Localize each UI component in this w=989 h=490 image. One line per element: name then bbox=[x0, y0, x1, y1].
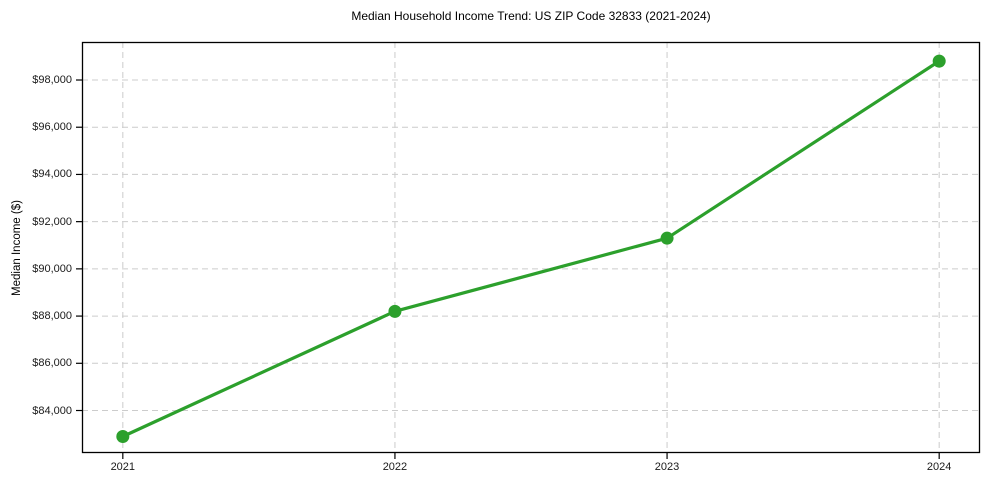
y-tick-label: $84,000 bbox=[32, 404, 72, 417]
plot-area bbox=[76, 41, 981, 459]
x-tick-label: 2023 bbox=[654, 461, 680, 473]
y-tick-label: $90,000 bbox=[32, 262, 72, 275]
y-tick-label: $94,000 bbox=[32, 168, 72, 181]
data-point bbox=[932, 54, 946, 68]
x-tick-label: 2024 bbox=[926, 461, 952, 473]
axes-spines bbox=[81, 41, 981, 454]
y-tick-label: $88,000 bbox=[32, 310, 72, 323]
y-tick-label: $96,000 bbox=[32, 121, 72, 134]
data-point bbox=[388, 304, 402, 318]
data-point bbox=[116, 429, 130, 443]
y-tick-label: $86,000 bbox=[32, 357, 72, 370]
data-point bbox=[660, 231, 674, 245]
trend-line bbox=[121, 59, 941, 439]
y-tick-label: $98,000 bbox=[32, 74, 72, 86]
x-tick-label: 2022 bbox=[382, 461, 408, 473]
x-tick-label: 2021 bbox=[110, 461, 136, 473]
chart-title: Median Household Income Trend: US ZIP Co… bbox=[351, 9, 711, 23]
y-tick-label: $92,000 bbox=[32, 215, 72, 228]
